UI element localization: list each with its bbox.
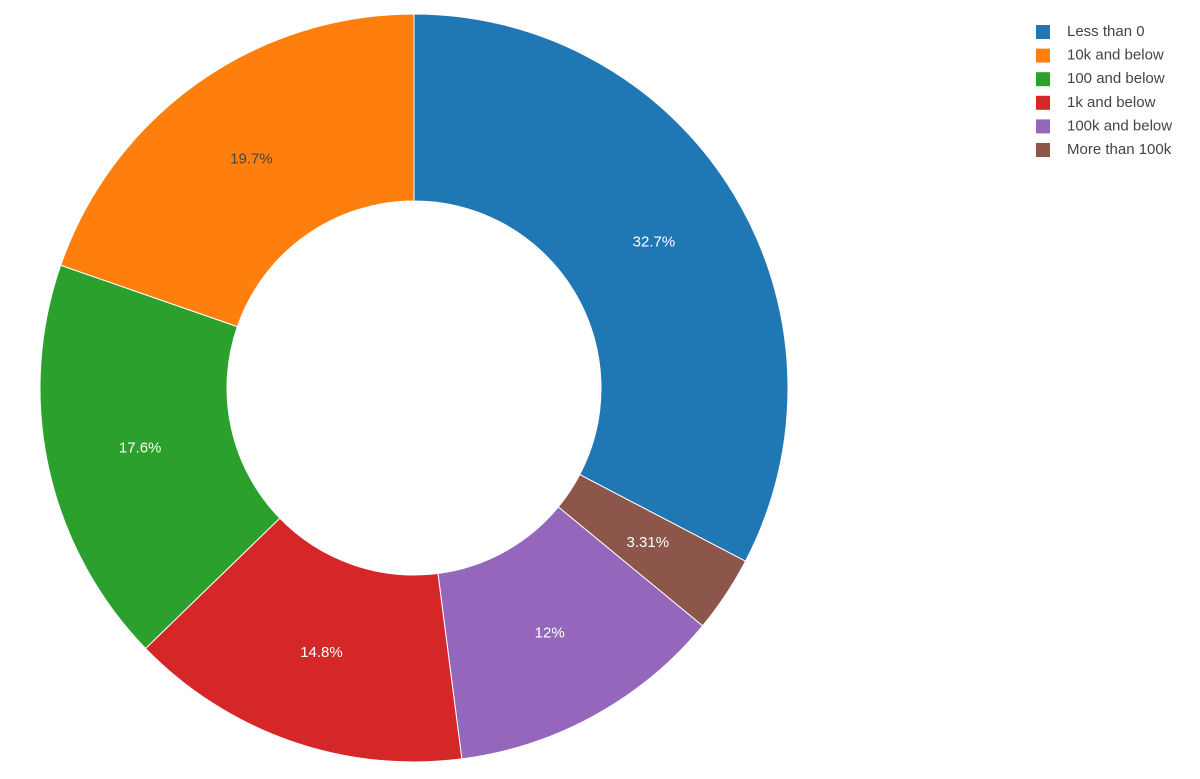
legend-swatch [1036, 119, 1050, 134]
legend-item-1k-and-below[interactable]: 1k and below [1036, 94, 1156, 111]
slice-label-100k-and-below: 12% [535, 624, 565, 641]
legend-item-10k-and-below[interactable]: 10k and below [1036, 47, 1164, 64]
legend-label: 1k and below [1067, 94, 1156, 111]
slice-100-and-below[interactable] [39, 264, 281, 650]
slice-less-than-0[interactable] [413, 13, 789, 562]
slice-label-1k-and-below: 14.8% [300, 644, 343, 661]
slice-100k-and-below[interactable] [437, 506, 704, 760]
slice-labels-layer: 32.7% 3.31% 12% 14.8% 17.6% 19.7% [119, 150, 675, 660]
legend-label: 100 and below [1067, 70, 1165, 87]
legend-label: 100k and below [1067, 117, 1172, 134]
legend: Less than 0 10k and below 100 and below 1k … [1036, 23, 1172, 158]
slice-label-more-than-100k: 3.31% [627, 534, 670, 551]
legend-swatch [1036, 72, 1050, 87]
slice-1k-and-below[interactable] [144, 517, 463, 763]
slice-label-10k-and-below: 19.7% [230, 150, 273, 167]
legend-swatch [1036, 48, 1050, 63]
legend-item-100k-and-below[interactable]: 100k and below [1036, 117, 1172, 134]
slice-10k-and-below[interactable] [60, 13, 415, 328]
slice-label-100-and-below: 17.6% [119, 440, 162, 457]
legend-label: More than 100k [1067, 141, 1172, 158]
legend-item-less-than-0[interactable]: Less than 0 [1036, 23, 1145, 40]
slices-layer [39, 13, 789, 763]
legend-swatch [1036, 25, 1050, 39]
legend-item-more-than-100k[interactable]: More than 100k [1036, 141, 1172, 158]
legend-swatch [1036, 95, 1050, 110]
legend-swatch [1036, 143, 1050, 157]
legend-item-100-and-below[interactable]: 100 and below [1036, 70, 1165, 87]
legend-label: Less than 0 [1067, 23, 1145, 40]
slice-label-less-than-0: 32.7% [633, 234, 676, 251]
legend-label: 10k and below [1067, 47, 1164, 64]
